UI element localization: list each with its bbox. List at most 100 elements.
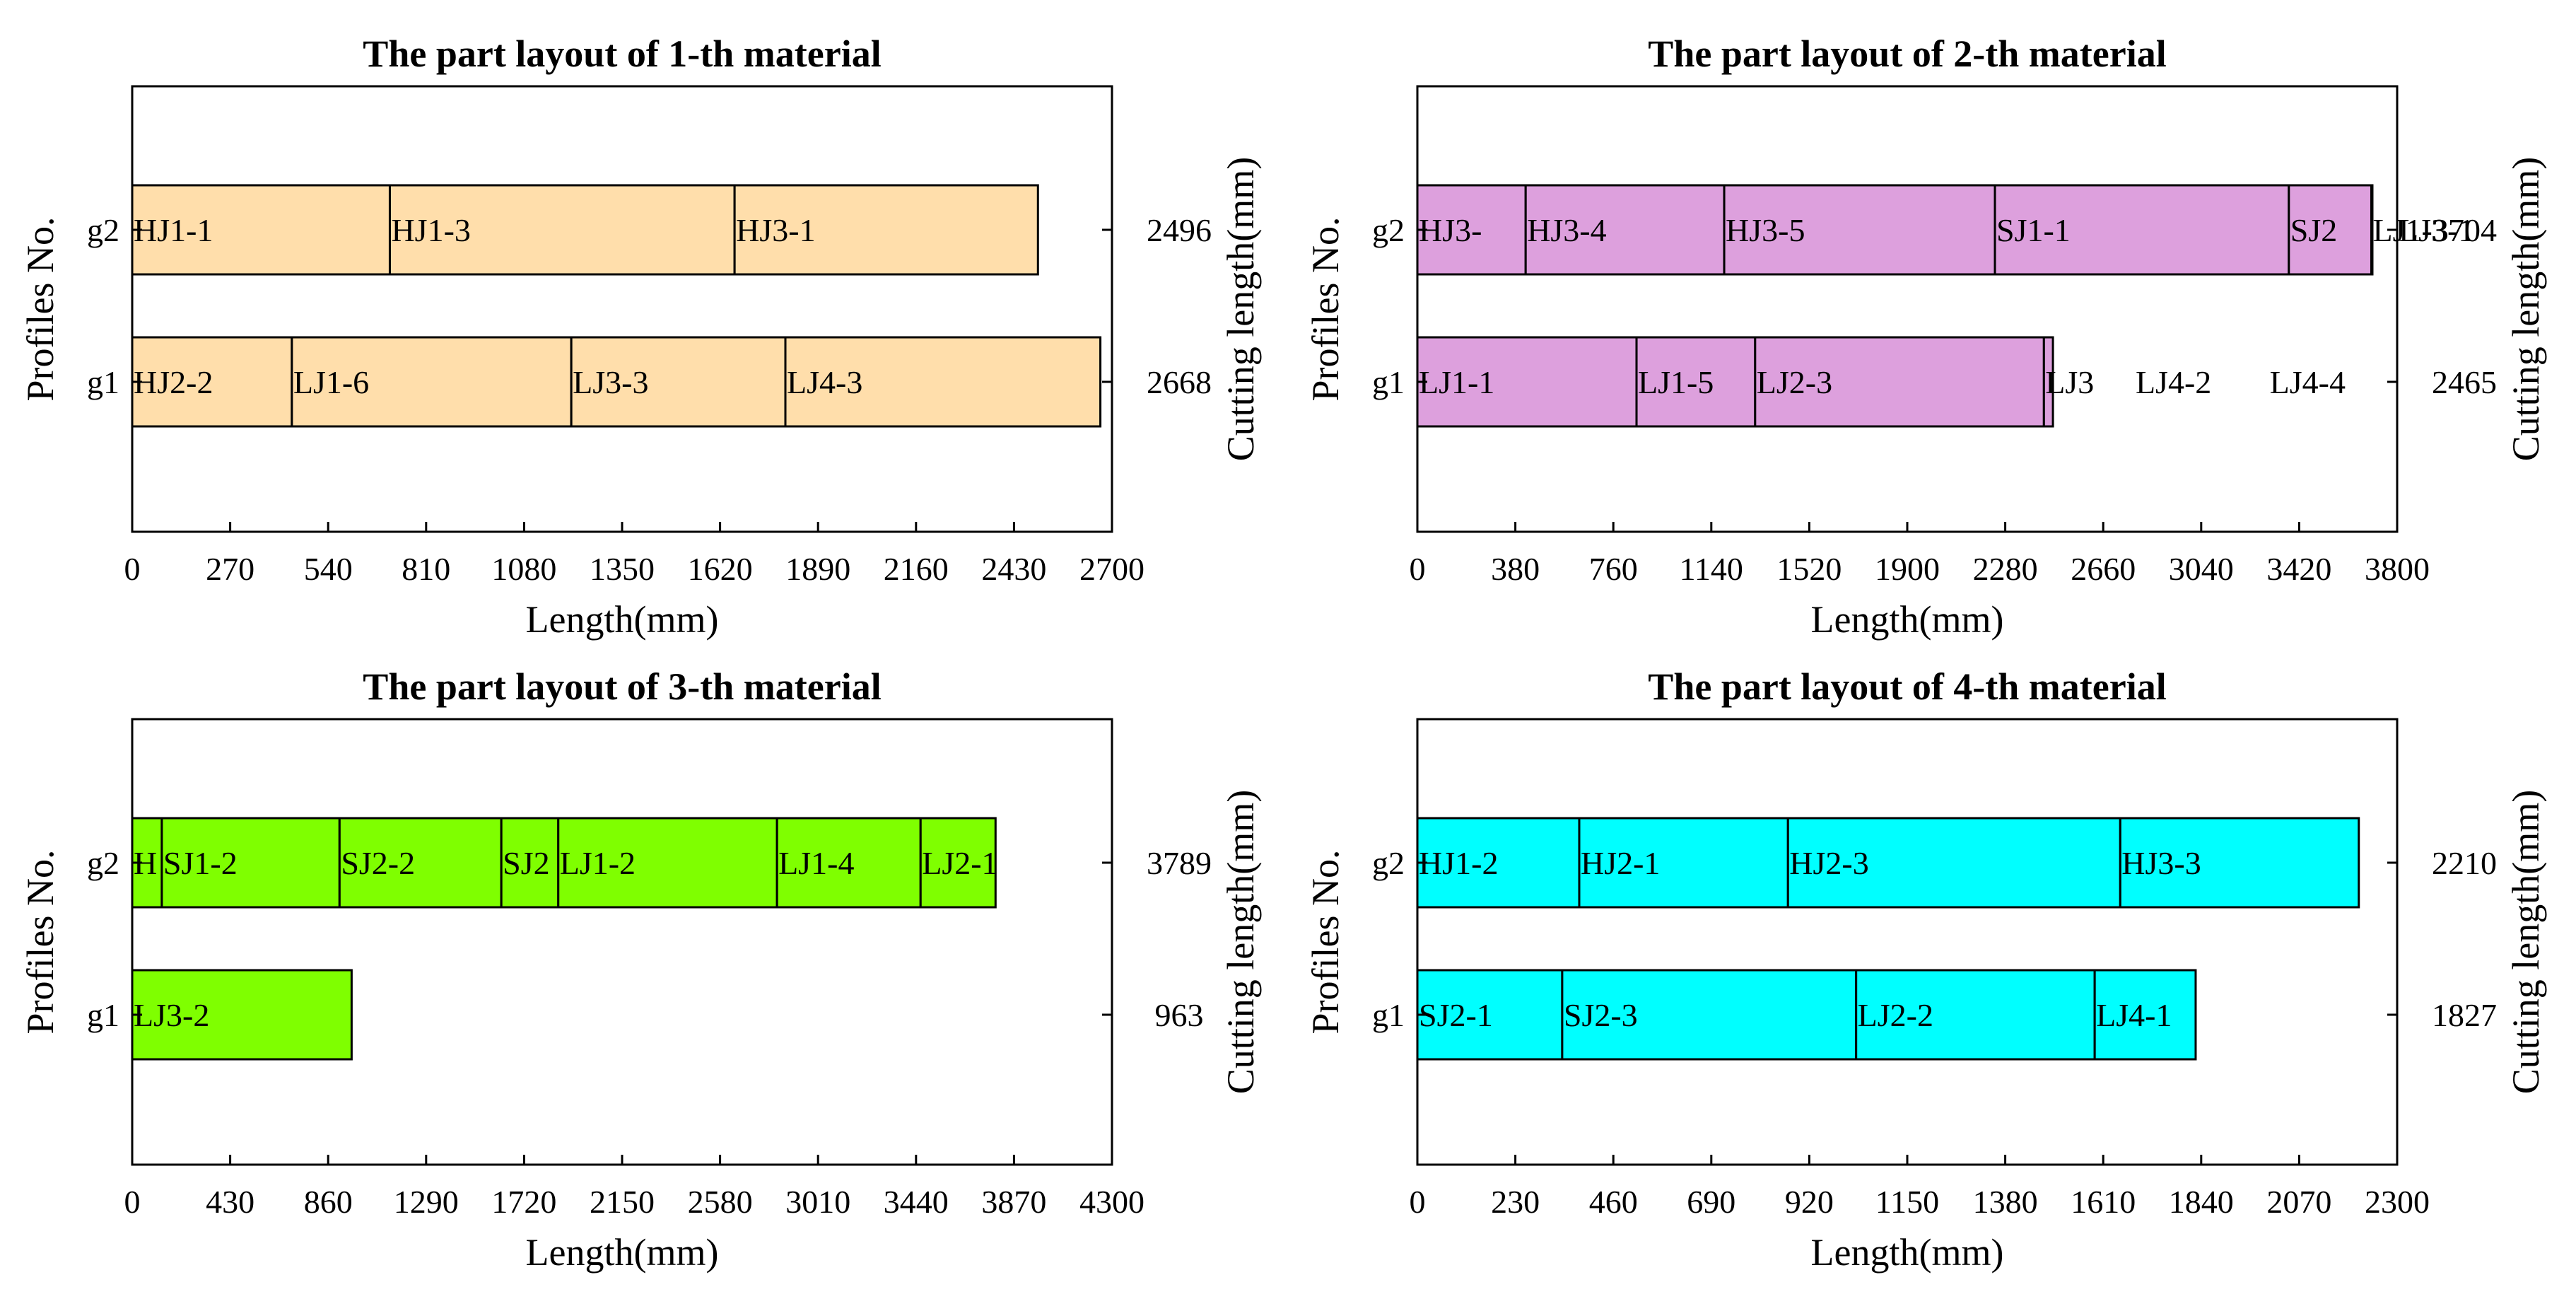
- bar-segment: [570, 336, 787, 428]
- x-tick-label: 0: [1410, 1184, 1426, 1220]
- bar-segment: [131, 184, 391, 276]
- segment-label: LJ4-1: [2096, 997, 2172, 1033]
- bar-segment: [733, 184, 1039, 276]
- x-tick-label: 1080: [491, 551, 556, 587]
- x-tick-label: 810: [402, 551, 450, 587]
- x-tick-label: 0: [124, 1184, 141, 1220]
- bar-segment: [2042, 336, 2054, 428]
- bar-segment: [557, 817, 778, 909]
- segment-label: HJ3-4: [1527, 212, 1606, 248]
- y-tick-label: g1: [87, 364, 119, 400]
- x-tick-label: 2300: [2365, 1184, 2430, 1220]
- x-tick-label: 380: [1491, 551, 1540, 587]
- y2-axis-label: Cutting length(mm): [1219, 157, 1262, 461]
- segment-label: HJ3-: [1419, 212, 1482, 248]
- chart-title: The part layout of 3-th material: [363, 665, 881, 708]
- x-tick-label: 1840: [2169, 1184, 2234, 1220]
- segment-label: LJ1-1: [1419, 364, 1494, 400]
- segment-label: HJ1-1: [134, 212, 213, 248]
- x-tick-label: 230: [1491, 1184, 1540, 1220]
- bar-segment: [1754, 336, 2045, 428]
- segment-label: LJ1-5: [1638, 364, 1714, 400]
- x-tick-label: 1140: [1680, 551, 1743, 587]
- segment-label: LJ3-2: [134, 997, 209, 1033]
- x-tick-label: 3800: [2365, 551, 2430, 587]
- bar-segment: [1723, 184, 1996, 276]
- x-tick-label: 2700: [1079, 551, 1144, 587]
- bar-segment: [1416, 969, 1564, 1061]
- bar-segment: [338, 817, 503, 909]
- segment-label: HJ3-5: [1726, 212, 1805, 248]
- plot-frame: [1416, 718, 2399, 1166]
- x-tick-label: 1610: [2071, 1184, 2136, 1220]
- x-tick-label: 2280: [1973, 551, 2038, 587]
- x-tick-label: 1620: [688, 551, 753, 587]
- y-axis-label: Profiles No.: [1304, 217, 1347, 402]
- bar-segment: [1786, 817, 2121, 909]
- y-tick-label: g2: [1372, 212, 1405, 248]
- bar-segment: [784, 336, 1102, 428]
- x-tick-label: 3870: [981, 1184, 1046, 1220]
- segment-label: HJ1-3: [391, 212, 470, 248]
- x-tick-label: 3040: [2169, 551, 2234, 587]
- chart-panel-2: The part layout of 2-th material HJ3- HJ3-…: [1304, 33, 2547, 641]
- cutting-length-label: 2668: [1147, 364, 1212, 400]
- x-tick-label: 2150: [590, 1184, 655, 1220]
- plot-frame: [131, 85, 1113, 533]
- x-tick-label: 2160: [884, 551, 949, 587]
- segment-label: SJ2-1: [1419, 997, 1493, 1033]
- x-axis-label: Length(mm): [1811, 1231, 2004, 1274]
- x-tick-label: 2660: [2071, 551, 2136, 587]
- x-axis-label: Length(mm): [526, 598, 719, 641]
- bar-segment: [1524, 184, 1726, 276]
- bar-segment: [2288, 184, 2373, 276]
- x-tick-label: 860: [304, 1184, 353, 1220]
- bar-segment: [160, 817, 341, 909]
- cutting-length-label: 963: [1155, 997, 1204, 1033]
- x-tick-label: 1380: [1973, 1184, 2038, 1220]
- segment-label: HJ3-3: [2121, 845, 2201, 881]
- segment-label: LJ4-2: [2136, 364, 2211, 400]
- cutting-length-label: 2465: [2432, 364, 2497, 400]
- bar-segment: [1578, 817, 1789, 909]
- segment-label: LJ2-1: [922, 845, 997, 881]
- segment-label: SJ2: [503, 845, 549, 881]
- bar-segment: [1561, 969, 1858, 1061]
- bar-segment: [1416, 336, 1638, 428]
- cutting-length-label: 3704: [2432, 212, 2497, 248]
- x-tick-label: 1890: [785, 551, 850, 587]
- segment-label: HJ2-1: [1581, 845, 1660, 881]
- x-tick-label: 760: [1589, 551, 1638, 587]
- x-tick-label: 2580: [688, 1184, 753, 1220]
- y-axis-label: Profiles No.: [1304, 850, 1347, 1035]
- y-axis-label: Profiles No.: [19, 217, 62, 402]
- segment-label: HJ3-1: [736, 212, 815, 248]
- bar-segment: [1994, 184, 2290, 276]
- bar-segment: [131, 969, 353, 1061]
- segment-label: SJ2-3: [1564, 997, 1638, 1033]
- x-axis-label: Length(mm): [1811, 598, 2004, 641]
- segment-label: LJ1-2: [560, 845, 636, 881]
- segment-label: LJ1-3: [2373, 212, 2449, 248]
- x-axis-label: Length(mm): [526, 1231, 719, 1274]
- bar-segment: [1416, 184, 1527, 276]
- plot-frame: [131, 718, 1113, 1166]
- y-axis-label: Profiles No.: [19, 850, 62, 1035]
- segment-label: HJ1-2: [1419, 845, 1498, 881]
- cutting-length-label: 1827: [2432, 997, 2497, 1033]
- x-tick-label: 3420: [2266, 551, 2331, 587]
- segment-label: LJ1-6: [293, 364, 369, 400]
- bar-segment: [2119, 817, 2360, 909]
- segment-label: LJ3-3: [573, 364, 648, 400]
- y-tick-label: g2: [87, 845, 119, 881]
- y-tick-label: g1: [1372, 997, 1405, 1033]
- plot-frame: [1416, 85, 2399, 533]
- x-tick-label: 0: [124, 551, 141, 587]
- bar-segment: [1635, 336, 1757, 428]
- y-tick-label: g2: [1372, 845, 1405, 881]
- x-tick-label: 1900: [1875, 551, 1940, 587]
- x-tick-label: 690: [1687, 1184, 1735, 1220]
- segment-label: HJ2-2: [134, 364, 213, 400]
- x-tick-label: 4300: [1079, 1184, 1144, 1220]
